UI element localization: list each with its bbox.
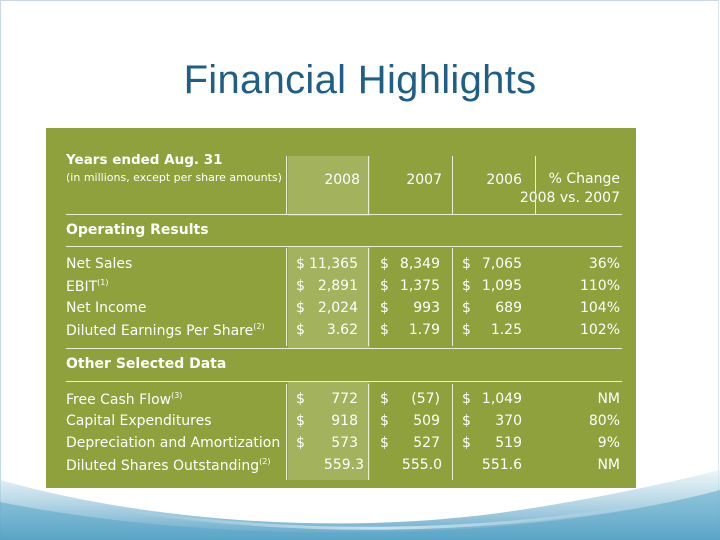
currency-symbol: $: [296, 256, 305, 272]
value-2007: 527: [413, 435, 440, 451]
column-divider: [286, 384, 287, 480]
footnote-marker: (3): [171, 391, 183, 400]
currency-symbol: $: [296, 322, 305, 338]
currency-symbol: $: [296, 413, 305, 429]
currency-symbol: $: [462, 322, 471, 338]
column-divider: [535, 156, 536, 214]
column-divider: [286, 248, 287, 346]
value-2008: 573: [331, 435, 358, 451]
currency-symbol: $: [380, 413, 389, 429]
column-divider: [452, 156, 453, 214]
footnote-marker: (1): [97, 278, 109, 287]
percent-change: 110%: [579, 278, 620, 294]
value-2008: 559.3: [323, 457, 364, 473]
column-divider: [452, 248, 453, 346]
row-label: Diluted Shares Outstanding: [66, 458, 260, 474]
row-label: Diluted Earnings Per Share: [66, 323, 254, 339]
value-2007: 555.0: [401, 457, 442, 473]
value-2006: 370: [495, 413, 522, 429]
header-label: Years ended Aug. 31: [66, 152, 223, 168]
currency-symbol: $: [296, 300, 305, 316]
currency-symbol: $: [296, 391, 305, 407]
change-header: % Change: [548, 171, 620, 187]
percent-change: 102%: [579, 322, 620, 338]
row-label: Net Sales: [66, 256, 133, 272]
column-divider: [452, 384, 453, 480]
column-highlight: [288, 246, 370, 348]
section-title: Operating Results: [66, 222, 209, 238]
percent-change: 36%: [588, 256, 620, 272]
currency-symbol: $: [296, 435, 305, 451]
value-2006: 7,065: [481, 256, 522, 272]
row-label: Depreciation and Amortization: [66, 435, 281, 451]
percent-change: 104%: [579, 300, 620, 316]
row-label: Net Income: [66, 300, 147, 316]
value-2007: 993: [413, 300, 440, 316]
percent-change: NM: [597, 457, 620, 473]
value-2006: 1.25: [490, 322, 522, 338]
currency-symbol: $: [380, 256, 389, 272]
currency-symbol: $: [380, 322, 389, 338]
column-divider: [368, 384, 369, 480]
footnote-marker: (2): [253, 322, 265, 331]
currency-symbol: $: [380, 435, 389, 451]
value-2007: 509: [413, 413, 440, 429]
value-2008: 918: [331, 413, 358, 429]
value-2006: 519: [495, 435, 522, 451]
row-label: EBIT: [66, 279, 98, 295]
percent-change: 80%: [588, 413, 620, 429]
currency-symbol: $: [462, 278, 471, 294]
year-header: 2006: [486, 172, 522, 188]
column-divider: [368, 156, 369, 214]
row-label: Capital Expenditures: [66, 413, 212, 429]
value-2006: 1,049: [481, 391, 522, 407]
decorative-wave: [0, 470, 720, 540]
currency-symbol: $: [462, 300, 471, 316]
column-highlight: [288, 382, 370, 480]
value-2007: 1.79: [408, 322, 440, 338]
percent-change: 9%: [597, 435, 620, 451]
value-2008: 772: [331, 391, 358, 407]
financial-table: Years ended Aug. 31 (in millions, except…: [46, 128, 636, 488]
row-rule: [66, 348, 622, 349]
column-divider: [368, 248, 369, 346]
year-header: 2008: [324, 172, 360, 188]
value-2007: 8,349: [399, 256, 440, 272]
row-rule: [66, 381, 622, 382]
currency-symbol: $: [296, 278, 305, 294]
row-label: Free Cash Flow: [66, 392, 172, 408]
currency-symbol: $: [380, 300, 389, 316]
column-divider: [286, 156, 287, 214]
value-2008: 11,365: [309, 256, 358, 272]
column-highlight: [288, 156, 370, 216]
value-2008: 3.62: [326, 322, 358, 338]
value-2008: 2,891: [317, 278, 358, 294]
currency-symbol: $: [462, 435, 471, 451]
value-2006: 551.6: [481, 457, 522, 473]
header-sublabel: (in millions, except per share amounts): [66, 171, 282, 184]
section-title: Other Selected Data: [66, 356, 227, 372]
row-rule: [66, 214, 622, 215]
value-2006: 1,095: [481, 278, 522, 294]
value-2007: (57): [411, 391, 440, 407]
footnote-marker: (2): [259, 457, 271, 466]
currency-symbol: $: [462, 413, 471, 429]
currency-symbol: $: [380, 278, 389, 294]
value-2007: 1,375: [399, 278, 440, 294]
slide-title: Financial Highlights: [183, 58, 537, 102]
percent-change: NM: [597, 391, 620, 407]
currency-symbol: $: [462, 256, 471, 272]
currency-symbol: $: [380, 391, 389, 407]
row-rule: [66, 246, 622, 247]
year-header: 2007: [406, 172, 442, 188]
change-header-years: 2008 vs. 2007: [519, 190, 620, 206]
value-2008: 2,024: [317, 300, 358, 316]
value-2006: 689: [495, 300, 522, 316]
currency-symbol: $: [462, 391, 471, 407]
